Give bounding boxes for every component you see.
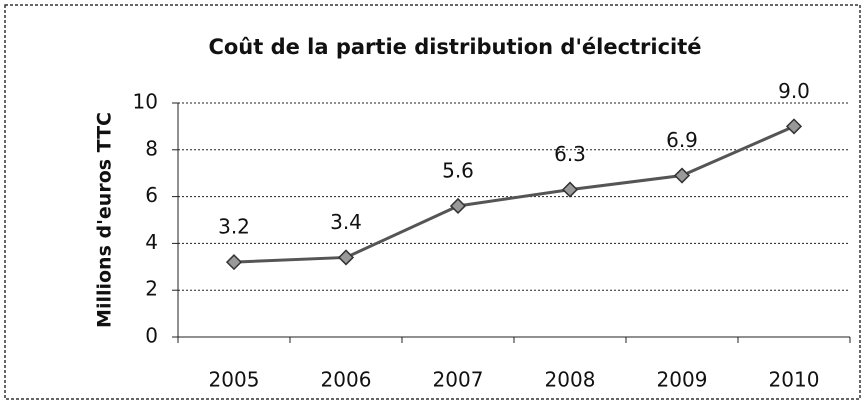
data-label: 6.9: [666, 128, 698, 152]
marker: [673, 167, 691, 184]
y-tick-label: 4: [145, 230, 158, 254]
marker: [561, 181, 579, 198]
y-axis-label: Millions d'euros TTC: [94, 112, 116, 328]
x-tick-label: 2005: [209, 368, 260, 392]
marker: [337, 249, 355, 266]
line: [233, 125, 795, 264]
y-tick-label: 6: [145, 183, 158, 207]
chart-border: [4, 4, 861, 400]
x-tick-label: 2008: [545, 368, 596, 392]
x-tick-label: 2006: [321, 368, 372, 392]
marker: [449, 197, 467, 215]
data-label: 3.2: [218, 215, 250, 239]
marker: [785, 118, 803, 135]
y-tick-label: 10: [133, 90, 158, 114]
x-tick-label: 2007: [433, 368, 484, 392]
marker: [225, 254, 243, 271]
data-label: 6.3: [554, 142, 586, 166]
x-tick-label: 2009: [657, 368, 708, 392]
x-tick-label: 2010: [769, 368, 820, 392]
data-label: 5.6: [442, 158, 474, 182]
chart-title: Coût de la partie distribution d'électri…: [208, 35, 701, 59]
y-tick-label: 8: [145, 136, 158, 160]
y-tick-label: 2: [145, 277, 158, 301]
y-tick-label: 0: [145, 324, 158, 348]
data-label: 3.4: [330, 210, 362, 234]
data-label: 9.0: [778, 79, 810, 103]
